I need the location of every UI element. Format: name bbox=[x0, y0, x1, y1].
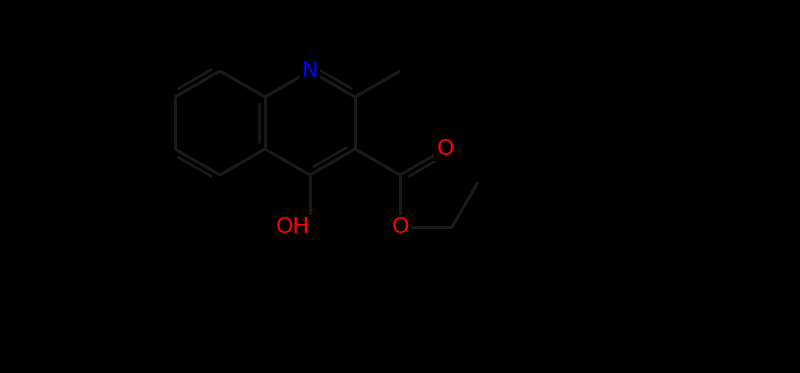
Text: O: O bbox=[391, 217, 409, 237]
Text: N: N bbox=[302, 61, 318, 81]
Text: OH: OH bbox=[276, 217, 310, 237]
Text: O: O bbox=[436, 139, 454, 159]
